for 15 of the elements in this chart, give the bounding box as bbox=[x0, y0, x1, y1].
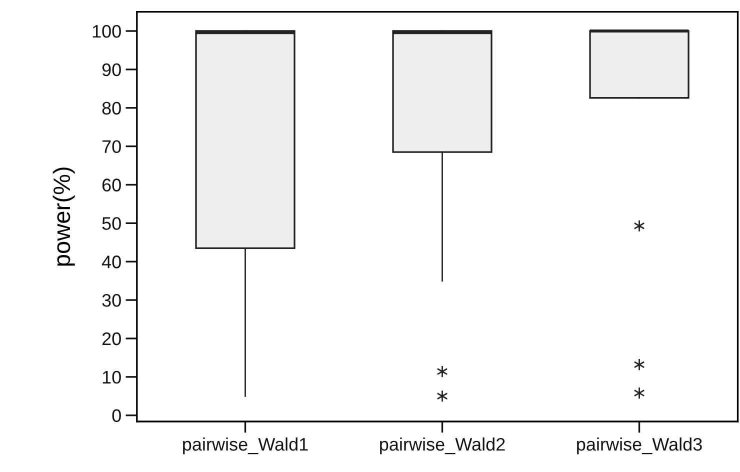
y-tick-label: 100 bbox=[92, 24, 121, 38]
y-tick-label: 70 bbox=[102, 140, 121, 154]
y-tick-label: 60 bbox=[102, 178, 121, 192]
y-axis-title: power(%) bbox=[52, 168, 75, 266]
x-tick-label: pairwise_Wald3 bbox=[577, 437, 702, 454]
y-tick-label: 90 bbox=[102, 63, 121, 76]
y-tick-label: 30 bbox=[102, 294, 121, 307]
y-tick-label: 40 bbox=[102, 256, 121, 268]
x-tick-label: pairwise_Wald1 bbox=[183, 437, 308, 454]
y-tick-label: 10 bbox=[102, 370, 121, 384]
y-tick-label: 80 bbox=[102, 102, 121, 115]
x-tick-label: pairwise_Wald2 bbox=[380, 437, 505, 454]
y-tick-label: 0 bbox=[112, 409, 121, 422]
y-tick-label: 50 bbox=[102, 217, 121, 230]
y-tick-label: 20 bbox=[102, 332, 121, 346]
